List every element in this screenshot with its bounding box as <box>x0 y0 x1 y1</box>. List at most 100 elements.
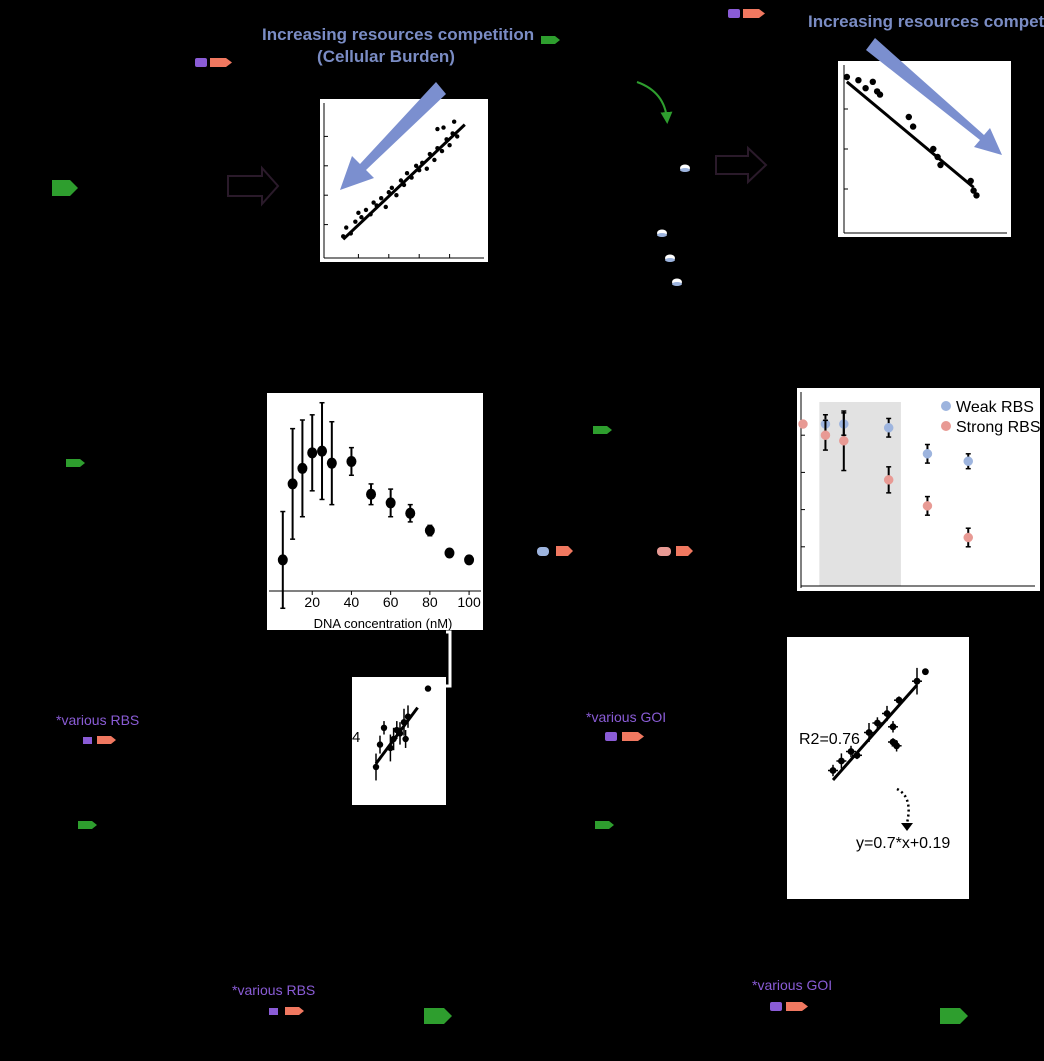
data-point <box>346 455 357 467</box>
data-point <box>348 231 353 236</box>
data-point <box>883 710 891 717</box>
heading-left-line2: (Cellular Burden) <box>317 47 455 66</box>
data-point <box>447 143 452 148</box>
weak-rbs-point <box>883 423 894 433</box>
label-various-rbs-top: *various RBS <box>56 712 140 728</box>
chart-competition <box>843 65 1007 234</box>
x-tick-label: 60 <box>383 594 399 610</box>
outline-arrow-icon <box>715 145 768 185</box>
data-point <box>366 488 377 500</box>
data-point <box>874 719 881 727</box>
data-point <box>843 73 851 81</box>
data-point <box>862 85 869 92</box>
data-point <box>876 91 884 98</box>
small-gene-icon <box>66 36 614 829</box>
weak-rbs-point <box>963 456 973 466</box>
legend-strong-marker <box>941 421 951 431</box>
legend-strong-label: Strong RBS <box>956 419 1040 436</box>
fit-line <box>845 80 975 189</box>
gene-arrow-icon <box>52 180 968 1024</box>
chart-burden <box>323 103 484 259</box>
data-point <box>368 212 373 217</box>
data-point <box>277 554 288 566</box>
data-point <box>371 200 376 205</box>
data-point <box>893 742 900 750</box>
data-point <box>464 554 475 566</box>
data-point <box>297 462 308 474</box>
x-axis-label: DNA concentration (nM) <box>314 616 453 630</box>
label-various-rbs-bottom: *various RBS <box>232 982 316 998</box>
chart-rbs-panel: Weak RBS Strong RBS <box>797 388 1040 591</box>
data-point <box>937 161 944 169</box>
chart-competition-panel <box>838 61 1011 237</box>
fit-line <box>342 123 466 241</box>
strong-rbs-point <box>839 436 849 446</box>
data-point <box>889 723 897 731</box>
data-point <box>865 729 873 736</box>
chart-burden-panel <box>320 99 488 262</box>
data-point <box>451 119 457 124</box>
data-point <box>390 735 397 743</box>
chart-dna: 20 40 60 80 100 DNA concentration (nM) <box>269 401 481 631</box>
data-point <box>967 177 974 185</box>
data-point <box>905 113 912 121</box>
data-point <box>307 447 318 459</box>
strong-rbs-point <box>922 501 933 511</box>
data-point <box>847 748 855 755</box>
x-tick-label: 100 <box>457 594 481 610</box>
data-point <box>439 148 445 154</box>
dotted-arrow <box>896 787 910 824</box>
data-point <box>930 145 937 153</box>
data-point <box>435 145 440 151</box>
strong-rbs-point <box>883 475 894 485</box>
data-point <box>359 215 364 220</box>
data-point <box>838 757 845 765</box>
data-point <box>853 751 861 759</box>
cell-icon <box>657 164 690 286</box>
curved-arrow-icon <box>636 81 673 124</box>
data-point <box>341 234 346 239</box>
data-point <box>287 478 298 490</box>
strong-rbs-point <box>820 430 831 440</box>
heading-left-line1: Increasing resources competition <box>262 25 535 44</box>
data-point <box>895 696 903 704</box>
data-point <box>389 185 395 191</box>
data-point <box>386 190 391 195</box>
chart-dna-panel: 20 40 60 80 100 DNA concentration (nM) <box>267 393 483 631</box>
data-point <box>450 131 455 136</box>
data-point <box>387 744 394 752</box>
chart-goi: R2=0.76 y=0.7*x+0.19 <box>799 667 950 852</box>
data-point <box>424 685 432 692</box>
data-point <box>455 134 460 139</box>
data-point <box>356 210 361 216</box>
legend-weak-marker <box>941 401 951 411</box>
data-point <box>829 767 837 774</box>
data-point <box>379 195 384 201</box>
data-point <box>385 497 396 509</box>
data-point <box>404 713 412 720</box>
heading-left: Increasing resources competition (Cellul… <box>262 24 535 68</box>
x-tick-label: 40 <box>344 594 360 610</box>
data-point <box>401 182 407 188</box>
data-point <box>420 160 425 166</box>
data-point <box>398 178 404 183</box>
data-point <box>909 123 917 130</box>
data-point <box>869 78 876 85</box>
data-point <box>402 735 409 743</box>
chart-rbs: Weak RBS Strong RBS <box>798 392 1040 588</box>
data-point <box>353 219 358 224</box>
data-point <box>374 203 379 208</box>
data-point <box>404 170 410 176</box>
data-point <box>396 730 404 737</box>
data-point <box>363 207 369 213</box>
data-point <box>344 225 349 230</box>
data-point <box>432 157 437 163</box>
label-various-goi-bottom: *various GOI <box>752 977 833 993</box>
outline-arrow-icon <box>227 165 280 207</box>
data-point <box>383 204 388 210</box>
x-tick-label: 20 <box>304 594 320 610</box>
dotted-arrow-head <box>901 823 913 831</box>
data-point <box>970 187 977 194</box>
r-squared-label: R2=0.76 <box>799 731 860 748</box>
